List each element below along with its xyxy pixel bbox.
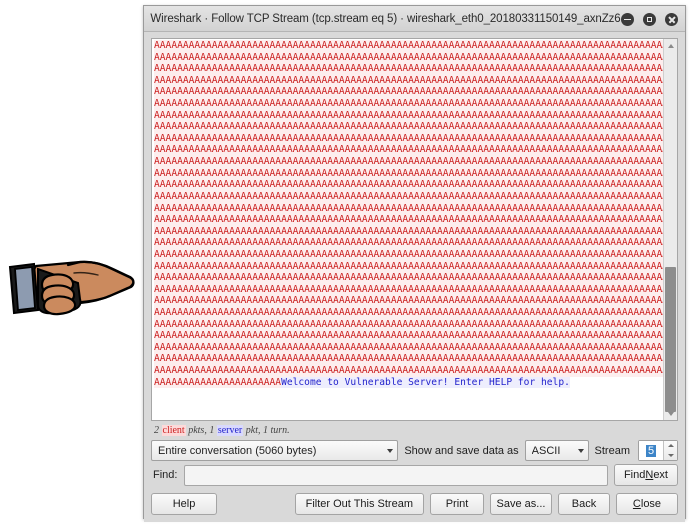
window-title: Wireshark · Follow TCP Stream (tcp.strea… [150, 12, 621, 25]
conversation-select-value: Entire conversation (5060 bytes) [158, 444, 317, 457]
stepper-down-icon[interactable] [664, 451, 677, 461]
find-next-mnemonic: N [645, 469, 654, 481]
stream-pane-wrapper: AAAAAAAAAAAAAAAAAAAAAAAAAAAAAAAAAAAAAAAA… [151, 38, 678, 421]
status-prefix: 2 [154, 425, 162, 436]
data-format-select-value: ASCII [531, 444, 561, 457]
stream-line-client: AAAAAAAAAAAAAAAAAAAAAAAAAAAAAAAAAAAAAAAA… [154, 132, 663, 145]
stream-line-client: AAAAAAAAAAAAAAAAAAAAAAAAAAAAAAAAAAAAAAAA… [154, 318, 663, 331]
stream-line-client: AAAAAAAAAAAAAAAAAAAAAAAAAAAAAAAAAAAAAAAA… [154, 179, 663, 191]
stream-line-client: AAAAAAAAAAAAAAAAAAAAAAAAAAAAAAAAAAAAAAAA… [154, 225, 663, 238]
packet-summary-status: 2 client pkts, 1 server pkt, 1 turn. [151, 421, 678, 439]
stream-label: Stream [594, 444, 630, 457]
status-server-word: server [216, 425, 244, 436]
stream-line-client: AAAAAAAAAAAAAAAAAAAAAAAAAAAAAAAAAAAAAAAA… [154, 86, 663, 99]
scrollbar-thumb[interactable] [665, 267, 676, 412]
stream-line-client: AAAAAAAAAAAAAAAAAAAAAAAAAAAAAAAAAAAAAAAA… [154, 295, 663, 308]
stepper-buttons [663, 441, 677, 460]
chevron-down-icon [387, 448, 394, 453]
data-format-select[interactable]: ASCII [524, 440, 589, 461]
follow-tcp-stream-window: Wireshark · Follow TCP Stream (tcp.strea… [143, 5, 686, 522]
save-as-button[interactable]: Save as... [490, 493, 552, 515]
stream-line-client: AAAAAAAAAAAAAAAAAAAAAAAAAAAAAAAAAAAAAAAA… [154, 353, 663, 366]
maximize-icon[interactable] [643, 12, 656, 26]
stream-line-client: AAAAAAAAAAAAAAAAAAAAAAAAAAAAAAAAAAAAAAAA… [154, 214, 663, 226]
window-controls [621, 6, 678, 32]
vertical-scrollbar[interactable] [663, 39, 677, 420]
stream-line-client: AAAAAAAAAAAAAAAAAAAAAAAAAAAAAAAAAAAAAAAA… [154, 202, 663, 215]
status-middle: pkts, [185, 425, 210, 436]
stream-options-row: Entire conversation (5060 bytes) Show an… [151, 440, 678, 461]
stream-line-client: AAAAAAAAAAAAAAAAAAAAAAAAAAAAAAAAAAAAAAAA… [154, 156, 663, 168]
stream-line-client: AAAAAAAAAAAAAAAAAAAAAAAAAAAAAAAAAAAAAAAA… [154, 341, 663, 354]
status-suffix: pkt, 1 turn. [243, 425, 290, 436]
stream-line-client: AAAAAAAAAAAAAAAAAAAAAAAAAAAAAAAAAAAAAAAA… [154, 144, 663, 157]
stream-line-client: AAAAAAAAAAAAAAAAAAAAAAAAAAAAAAAAAAAAAAAA… [154, 365, 663, 377]
stream-line-client: AAAAAAAAAAAAAAAAAAAAAAAAAAAAAAAAAAAAAAAA… [154, 40, 663, 52]
stream-line-client: AAAAAAAAAAAAAAAAAAAAAAAAAAAAAAAAAAAAAAAA… [154, 283, 663, 296]
stepper-up-icon[interactable] [664, 441, 677, 451]
close-suffix: lose [640, 498, 662, 510]
window-body: AAAAAAAAAAAAAAAAAAAAAAAAAAAAAAAAAAAAAAAA… [144, 32, 685, 522]
scroll-up-icon[interactable] [664, 39, 677, 52]
minimize-icon[interactable] [621, 12, 634, 26]
stream-line-client: AAAAAAAAAAAAAAAAAAAAAAAAAAAAAAAAAAAAAAAA… [154, 330, 663, 342]
stream-line-client: AAAAAAAAAAAAAAAAAAAAAAAAAAAAAAAAAAAAAAAA… [154, 74, 663, 87]
action-buttons-row: Help Filter Out This Stream Print Save a… [151, 493, 678, 515]
find-input[interactable] [184, 464, 608, 486]
find-next-suffix: ext [653, 469, 668, 481]
stream-client-fragment: AAAAAAAAAAAAAAAAAAAAAA [154, 376, 282, 388]
status-server-count: 1 [209, 425, 217, 436]
stream-line-client: AAAAAAAAAAAAAAAAAAAAAAAAAAAAAAAAAAAAAAAA… [154, 167, 663, 180]
stream-line-client: AAAAAAAAAAAAAAAAAAAAAAAAAAAAAAAAAAAAAAAA… [154, 272, 663, 284]
conversation-select[interactable]: Entire conversation (5060 bytes) [151, 440, 399, 461]
stream-line-client: AAAAAAAAAAAAAAAAAAAAAAAAAAAAAAAAAAAAAAAA… [154, 63, 663, 75]
stream-line-client: AAAAAAAAAAAAAAAAAAAAAAAAAAAAAAAAAAAAAAAA… [154, 98, 663, 110]
chevron-down-icon [577, 448, 584, 453]
show-save-data-as-label: Show and save data as [404, 444, 519, 457]
stream-line-client: AAAAAAAAAAAAAAAAAAAAAAAAAAAAAAAAAAAAAAAA… [154, 248, 663, 261]
stream-line-client: AAAAAAAAAAAAAAAAAAAAAAAAAAAAAAAAAAAAAAAA… [154, 121, 663, 133]
stream-line-client: AAAAAAAAAAAAAAAAAAAAAAAAAAAAAAAAAAAAAAAA… [154, 307, 663, 319]
stream-server-fragment: Welcome to Vulnerable Server! Enter HELP… [281, 376, 570, 388]
close-icon[interactable] [665, 12, 678, 26]
stream-number-value: 5 [645, 444, 657, 457]
find-label: Find: [153, 469, 178, 481]
back-button[interactable]: Back [558, 493, 610, 515]
stream-number-stepper[interactable]: 5 [638, 440, 678, 461]
stream-number-field[interactable]: 5 [639, 441, 663, 460]
stream-content[interactable]: AAAAAAAAAAAAAAAAAAAAAAAAAAAAAAAAAAAAAAAA… [152, 39, 663, 420]
stream-line-client: AAAAAAAAAAAAAAAAAAAAAAAAAAAAAAAAAAAAAAAA… [154, 190, 663, 203]
close-mnemonic: C [632, 498, 641, 510]
find-next-prefix: Find [623, 469, 646, 481]
filter-out-this-stream-button[interactable]: Filter Out This Stream [294, 493, 424, 515]
print-button[interactable]: Print [430, 493, 484, 515]
scroll-down-icon[interactable] [664, 407, 677, 420]
stream-line-client: AAAAAAAAAAAAAAAAAAAAAAAAAAAAAAAAAAAAAAAA… [154, 109, 663, 122]
stream-line-client: AAAAAAAAAAAAAAAAAAAAAAAAAAAAAAAAAAAAAAAA… [154, 237, 663, 249]
stream-line-client: AAAAAAAAAAAAAAAAAAAAAAAAAAAAAAAAAAAAAAAA… [154, 51, 663, 64]
status-client-word: client [161, 425, 186, 436]
help-button[interactable]: Help [151, 493, 217, 515]
stream-line-client: AAAAAAAAAAAAAAAAAAAAAAAAAAAAAAAAAAAAAAAA… [154, 260, 663, 273]
window-titlebar[interactable]: Wireshark · Follow TCP Stream (tcp.strea… [144, 6, 685, 32]
pointing-hand-cursor [8, 260, 135, 316]
stream-line-mixed: AAAAAAAAAAAAAAAAAAAAAAWelcome to Vulnera… [154, 376, 663, 389]
